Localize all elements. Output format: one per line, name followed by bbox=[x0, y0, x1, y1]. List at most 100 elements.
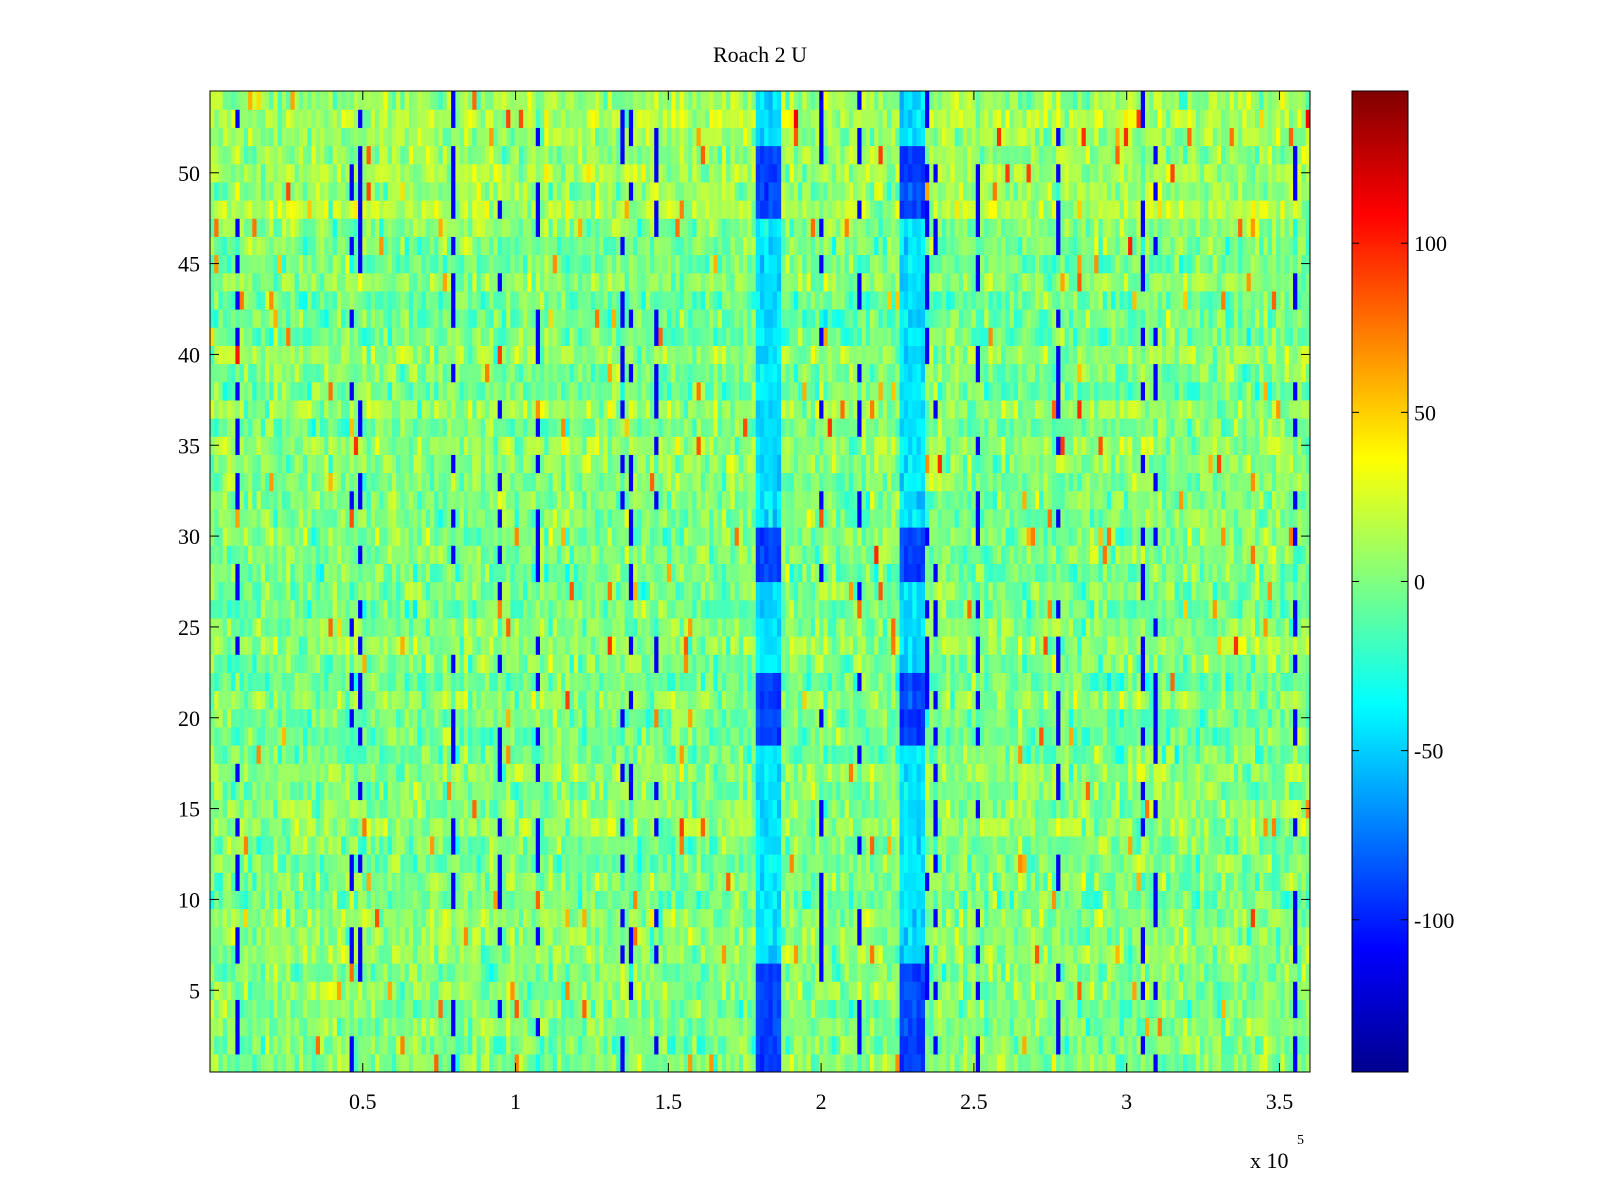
heatmap-cell bbox=[1001, 872, 1006, 891]
heatmap-cell bbox=[1267, 963, 1273, 982]
heatmap-cell bbox=[628, 926, 634, 946]
heatmap-cell bbox=[827, 817, 833, 837]
heatmap-cell bbox=[1005, 944, 1011, 964]
heatmap-cell bbox=[1018, 1035, 1023, 1055]
heatmap-cell bbox=[798, 926, 803, 946]
heatmap-cell bbox=[404, 944, 410, 964]
heatmap-cell bbox=[633, 854, 638, 873]
heatmap-cell bbox=[713, 944, 719, 964]
heatmap-cell bbox=[400, 963, 406, 982]
heatmap-cell bbox=[459, 745, 465, 764]
heatmap-cell bbox=[823, 944, 829, 964]
heatmap-cell bbox=[1212, 781, 1218, 801]
heatmap-cell bbox=[1161, 1053, 1167, 1072]
heatmap-cell bbox=[946, 944, 951, 964]
heatmap-cell bbox=[688, 799, 693, 819]
heatmap-cell bbox=[620, 726, 626, 746]
heatmap-cell bbox=[336, 745, 342, 764]
heatmap-cell bbox=[379, 999, 385, 1019]
heatmap-cell bbox=[379, 781, 385, 801]
heatmap-cell bbox=[451, 872, 456, 891]
heatmap-cell bbox=[1187, 908, 1193, 928]
heatmap-cell bbox=[743, 745, 748, 764]
heatmap-cell bbox=[785, 763, 791, 782]
heatmap-cell bbox=[1288, 781, 1294, 801]
heatmap-cell bbox=[552, 835, 558, 855]
heatmap-cell bbox=[417, 926, 423, 946]
heatmap-cell bbox=[950, 835, 956, 855]
heatmap-cell bbox=[1200, 926, 1205, 946]
heatmap-cell bbox=[836, 908, 841, 928]
heatmap-cell bbox=[332, 1053, 338, 1072]
heatmap-cell bbox=[874, 944, 880, 964]
heatmap-cell bbox=[721, 890, 727, 910]
heatmap-cell bbox=[1094, 1017, 1100, 1037]
heatmap-cell bbox=[1170, 781, 1176, 801]
heatmap-cell bbox=[730, 745, 736, 764]
heatmap-cell bbox=[603, 908, 609, 928]
heatmap-cell bbox=[1128, 963, 1133, 982]
heatmap-cell bbox=[1043, 981, 1049, 1000]
heatmap-cell bbox=[1178, 799, 1184, 819]
heatmap-cell bbox=[375, 835, 380, 855]
heatmap-cell bbox=[590, 926, 596, 946]
heatmap-cell bbox=[1030, 835, 1036, 855]
heatmap-cell bbox=[967, 1017, 973, 1037]
heatmap-cell bbox=[552, 1053, 558, 1072]
heatmap-cell bbox=[806, 963, 812, 982]
heatmap-cell bbox=[391, 908, 397, 928]
heatmap-cell bbox=[1178, 1017, 1184, 1037]
heatmap-cell bbox=[925, 926, 930, 946]
heatmap-cell bbox=[1128, 799, 1133, 819]
heatmap-cell bbox=[349, 963, 355, 982]
heatmap-cell bbox=[442, 944, 448, 964]
heatmap-cell bbox=[210, 745, 215, 764]
heatmap-cell bbox=[578, 963, 583, 982]
heatmap-cell bbox=[874, 835, 880, 855]
heatmap-cell bbox=[569, 1017, 575, 1037]
heatmap-cell bbox=[734, 908, 740, 928]
heatmap-cell bbox=[899, 763, 905, 782]
heatmap-cell bbox=[776, 890, 782, 910]
heatmap-cell bbox=[992, 944, 998, 964]
heatmap-cell bbox=[810, 763, 816, 782]
heatmap-cell bbox=[1035, 890, 1040, 910]
heatmap-cell bbox=[425, 854, 431, 873]
heatmap-cell bbox=[738, 763, 744, 782]
heatmap-cell bbox=[391, 708, 397, 728]
heatmap-cell bbox=[836, 963, 841, 982]
heatmap-cell bbox=[616, 817, 621, 837]
heatmap-cell bbox=[277, 908, 283, 928]
heatmap-cell bbox=[760, 817, 765, 837]
heatmap-cell bbox=[413, 1053, 418, 1072]
heatmap-cell bbox=[1123, 854, 1129, 873]
heatmap-cell bbox=[785, 890, 791, 910]
heatmap-cell bbox=[413, 817, 418, 837]
heatmap-cell bbox=[595, 872, 600, 891]
heatmap-cell bbox=[1018, 999, 1023, 1019]
heatmap-cell bbox=[785, 999, 791, 1019]
heatmap-cell bbox=[1170, 835, 1176, 855]
heatmap-cell bbox=[523, 872, 528, 891]
heatmap-cell bbox=[1068, 981, 1074, 1000]
heatmap-cell bbox=[755, 854, 761, 873]
heatmap-cell bbox=[1225, 854, 1231, 873]
heatmap-cell bbox=[620, 944, 626, 964]
heatmap-cell bbox=[836, 890, 841, 910]
heatmap-cell bbox=[286, 1053, 291, 1072]
heatmap-cell bbox=[1284, 763, 1290, 782]
heatmap-cell bbox=[1039, 763, 1045, 782]
heatmap-cell bbox=[1064, 1035, 1070, 1055]
heatmap-cell bbox=[654, 872, 660, 891]
heatmap-cell bbox=[239, 963, 245, 982]
heatmap-cell bbox=[590, 890, 596, 910]
heatmap-cell bbox=[231, 908, 236, 928]
heatmap-cell bbox=[497, 745, 503, 764]
heatmap-cell bbox=[421, 999, 427, 1019]
heatmap-cell bbox=[1250, 908, 1256, 928]
heatmap-cell bbox=[1094, 890, 1100, 910]
heatmap-cell bbox=[903, 835, 909, 855]
heatmap-cell bbox=[438, 817, 444, 837]
heatmap-cell bbox=[1013, 726, 1019, 746]
heatmap-cell bbox=[256, 781, 262, 801]
